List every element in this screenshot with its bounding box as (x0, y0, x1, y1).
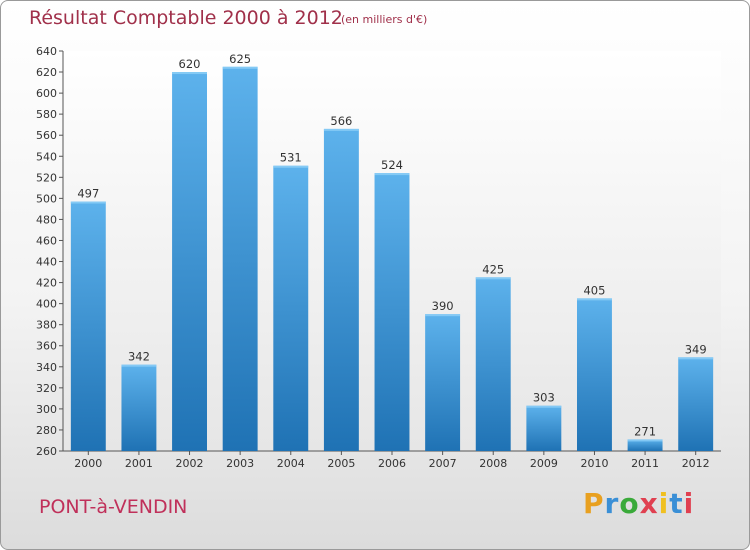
bar-value-label: 271 (634, 424, 656, 438)
y-tick-label: 420 (36, 277, 57, 290)
bar-highlight (678, 357, 714, 360)
y-tick-label: 560 (36, 129, 57, 142)
bar (374, 173, 410, 451)
x-tick-label: 2001 (125, 457, 153, 470)
y-tick-label: 440 (36, 256, 57, 269)
bar-highlight (172, 72, 208, 75)
bar-highlight (273, 165, 309, 168)
bar-value-label: 349 (685, 342, 707, 356)
y-tick-label: 460 (36, 234, 57, 247)
logo-letter: o (619, 487, 640, 520)
bar-value-label: 497 (77, 187, 99, 201)
x-tick-label: 2003 (226, 457, 254, 470)
city-name: PONT-à-VENDIN (39, 496, 188, 518)
x-tick-label: 2011 (631, 457, 659, 470)
x-tick-label: 2007 (429, 457, 457, 470)
y-tick-label: 300 (36, 403, 57, 416)
bar (222, 66, 258, 451)
bar (425, 314, 461, 451)
bar-highlight (627, 439, 663, 442)
bar (526, 405, 562, 451)
bar-highlight (121, 364, 157, 367)
bar (475, 277, 511, 451)
y-tick-label: 400 (36, 298, 57, 311)
x-tick-label: 2004 (277, 457, 305, 470)
bar-value-label: 342 (128, 350, 150, 364)
bar (273, 165, 309, 451)
bar-value-label: 405 (583, 283, 605, 297)
bar (70, 201, 106, 451)
x-tick-label: 2009 (530, 457, 558, 470)
bar-highlight (323, 128, 359, 131)
bar-value-label: 625 (229, 52, 251, 66)
y-tick-label: 480 (36, 213, 57, 226)
bar-highlight (222, 66, 258, 69)
y-tick-label: 320 (36, 382, 57, 395)
y-tick-label: 640 (36, 45, 57, 58)
y-tick-label: 380 (36, 319, 57, 332)
bar-value-label: 390 (432, 299, 454, 313)
logo-letter: i (658, 487, 670, 520)
x-tick-label: 2006 (378, 457, 406, 470)
bar-value-label: 524 (381, 158, 403, 172)
logo-letter: r (604, 487, 620, 520)
x-tick-label: 2005 (327, 457, 355, 470)
bar (678, 357, 714, 451)
y-tick-label: 500 (36, 192, 57, 205)
y-tick-label: 340 (36, 361, 57, 374)
bar-highlight (374, 173, 410, 176)
y-tick-label: 620 (36, 66, 57, 79)
bar-highlight (526, 405, 562, 408)
x-tick-label: 2010 (580, 457, 608, 470)
y-tick-label: 580 (36, 108, 57, 121)
y-tick-label: 520 (36, 171, 57, 184)
logo-letter: x (639, 487, 659, 520)
bar-highlight (576, 298, 612, 301)
x-tick-label: 2002 (176, 457, 204, 470)
bar (576, 298, 612, 451)
bar-value-label: 531 (280, 151, 302, 165)
chart-subtitle: (en milliers d'€) (341, 13, 428, 26)
y-tick-label: 600 (36, 87, 57, 100)
bar-value-label: 566 (330, 114, 352, 128)
bar (172, 72, 208, 451)
y-tick-label: 540 (36, 150, 57, 163)
bar (121, 364, 157, 451)
bar (627, 439, 663, 451)
bar-highlight (70, 201, 106, 204)
proxiti-logo: Proxiti (583, 487, 694, 520)
logo-letter: i (683, 487, 695, 520)
bar-value-label: 425 (482, 262, 504, 276)
bar-value-label: 303 (533, 391, 555, 405)
x-tick-label: 2008 (479, 457, 507, 470)
y-tick-label: 280 (36, 424, 57, 437)
logo-letter: t (669, 487, 684, 520)
bar-highlight (475, 277, 511, 280)
chart-title: Résultat Comptable 2000 à 2012 (29, 7, 343, 29)
y-tick-label: 360 (36, 340, 57, 353)
bar-value-label: 620 (179, 57, 201, 71)
x-tick-label: 2000 (74, 457, 102, 470)
y-tick-label: 260 (36, 445, 57, 458)
bar-highlight (425, 314, 461, 317)
y-axis: 260 280 300 320 340 360 380 400 420 440 460 480 500 5… (36, 45, 64, 458)
x-tick-label: 2012 (682, 457, 710, 470)
bar (323, 128, 359, 451)
x-axis: 2000 2001 2002 2003 2004 2005 2006 2007 2008 2009… (63, 450, 721, 470)
bars: 497 342 620 625 531 566 524 390 425 303 405 271 349 (70, 52, 714, 451)
logo-letter: P (583, 487, 605, 520)
